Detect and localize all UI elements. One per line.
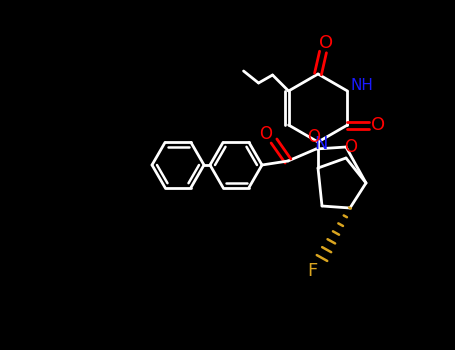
Text: N: N [314, 135, 328, 153]
Text: O: O [319, 34, 333, 52]
Text: O: O [259, 125, 273, 143]
Text: F: F [307, 262, 317, 280]
Text: O: O [371, 116, 385, 134]
Text: O: O [308, 128, 320, 146]
Text: O: O [344, 138, 358, 156]
Text: NH: NH [350, 78, 373, 93]
